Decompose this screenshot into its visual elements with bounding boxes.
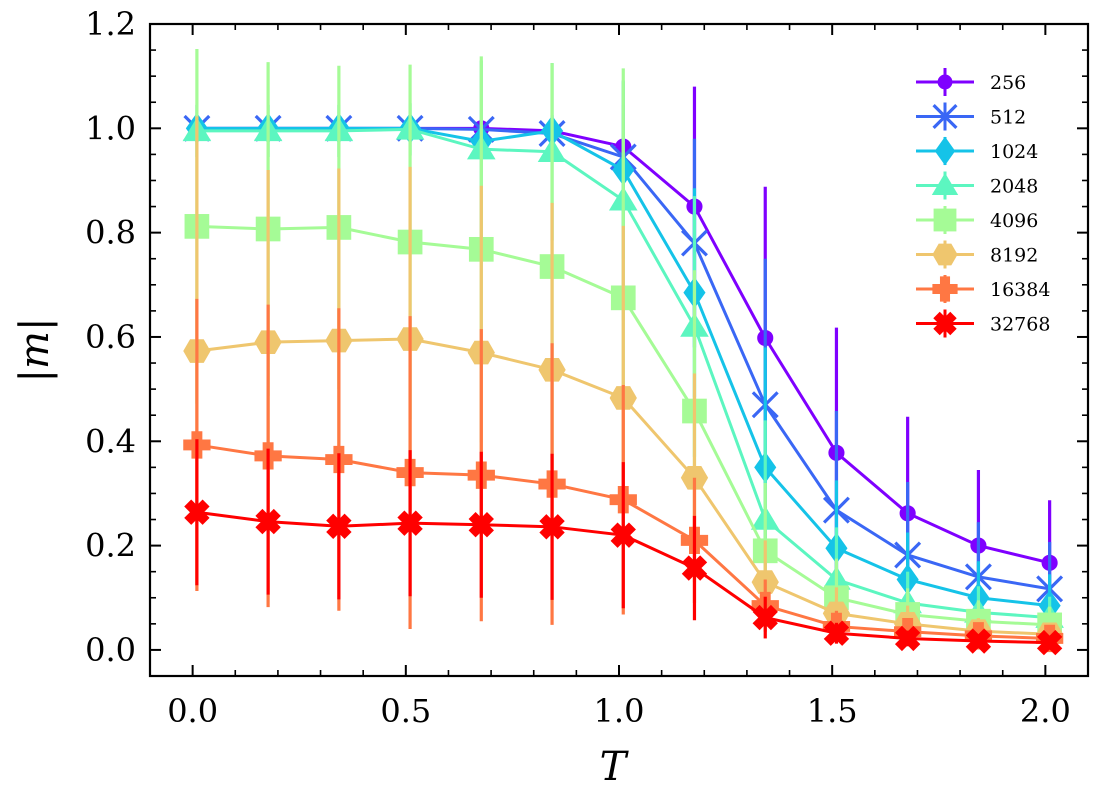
data-point bbox=[823, 620, 850, 646]
data-point bbox=[397, 510, 423, 536]
data-point bbox=[184, 499, 210, 525]
axes-layer: 0.0 0.5 1.0 1.5 2.0 0.0 0.2 0.4 0.6 0.8 1.0 1.2 bbox=[85, 5, 1090, 730]
y-tick-label: 0.6 bbox=[85, 318, 136, 356]
legend-marker bbox=[932, 103, 958, 130]
legend-label: 32768 bbox=[990, 314, 1050, 336]
x-tick-label: 0.5 bbox=[380, 692, 431, 730]
data-point-shape bbox=[255, 508, 281, 535]
legend-marker bbox=[931, 172, 959, 195]
data-point bbox=[965, 628, 992, 654]
data-point bbox=[326, 513, 352, 539]
legend-item-512: 512 bbox=[916, 102, 1026, 131]
series-layer bbox=[182, 49, 1064, 656]
data-point bbox=[680, 465, 709, 490]
data-point bbox=[255, 508, 281, 535]
x-tick-label: 1.0 bbox=[594, 692, 645, 730]
data-point-shape bbox=[681, 555, 708, 581]
legend-item-1024: 1024 bbox=[916, 136, 1038, 166]
data-point-shape bbox=[1036, 629, 1063, 656]
legend-item-2048: 2048 bbox=[916, 171, 1038, 200]
data-point bbox=[894, 625, 921, 652]
data-point-shape bbox=[468, 512, 494, 538]
data-point bbox=[468, 512, 494, 538]
data-point-shape bbox=[326, 513, 352, 539]
y-tick-label: 0.8 bbox=[85, 214, 136, 252]
legend-item-32768: 32768 bbox=[916, 309, 1050, 338]
x-axis-label: T bbox=[600, 744, 630, 790]
data-point-shape bbox=[184, 499, 210, 525]
y-tick-label: 1.2 bbox=[85, 5, 136, 43]
legend-label: 256 bbox=[990, 72, 1026, 94]
y-tick-label: 0.2 bbox=[85, 527, 136, 565]
data-point bbox=[1036, 629, 1063, 656]
data-point-shape bbox=[610, 522, 636, 548]
data-point-shape bbox=[823, 620, 850, 646]
legend-item-4096: 4096 bbox=[916, 206, 1038, 234]
data-point-shape bbox=[397, 510, 423, 536]
legend-marker bbox=[937, 74, 953, 90]
data-point bbox=[539, 514, 565, 540]
legend-label: 8192 bbox=[990, 245, 1038, 267]
legend-label: 1024 bbox=[990, 141, 1038, 163]
legend: 256 512 1024 2048 4096 8192 16384 32768 bbox=[916, 68, 1050, 338]
legend-marker-shape bbox=[933, 311, 957, 336]
legend-marker bbox=[934, 136, 956, 166]
legend-marker bbox=[932, 243, 958, 266]
data-point-shape bbox=[539, 514, 565, 540]
legend-marker bbox=[933, 208, 957, 232]
y-tick-label: 0.4 bbox=[85, 422, 136, 460]
legend-label: 4096 bbox=[990, 210, 1038, 232]
x-tick-label: 0.0 bbox=[167, 692, 218, 730]
y-tick-label: 0.0 bbox=[85, 631, 136, 669]
data-point-shape bbox=[752, 604, 778, 631]
legend-item-8192: 8192 bbox=[916, 240, 1038, 269]
y-axis-label: |m| bbox=[12, 318, 58, 383]
legend-label: 2048 bbox=[990, 176, 1038, 198]
legend-item-256: 256 bbox=[916, 68, 1026, 96]
legend-marker bbox=[932, 276, 958, 302]
x-tick-label: 1.5 bbox=[807, 692, 858, 730]
data-point bbox=[681, 555, 708, 581]
series-32768 bbox=[184, 439, 1063, 656]
data-point bbox=[752, 604, 778, 631]
legend-item-16384: 16384 bbox=[916, 275, 1050, 303]
data-point bbox=[610, 522, 636, 548]
y-tick-label: 1.0 bbox=[85, 109, 136, 147]
data-point-shape bbox=[894, 625, 921, 652]
legend-marker bbox=[933, 311, 957, 336]
legend-label: 512 bbox=[990, 107, 1026, 129]
x-tick-label: 2.0 bbox=[1020, 692, 1071, 730]
legend-label: 16384 bbox=[990, 279, 1050, 301]
data-point-shape bbox=[965, 628, 992, 654]
